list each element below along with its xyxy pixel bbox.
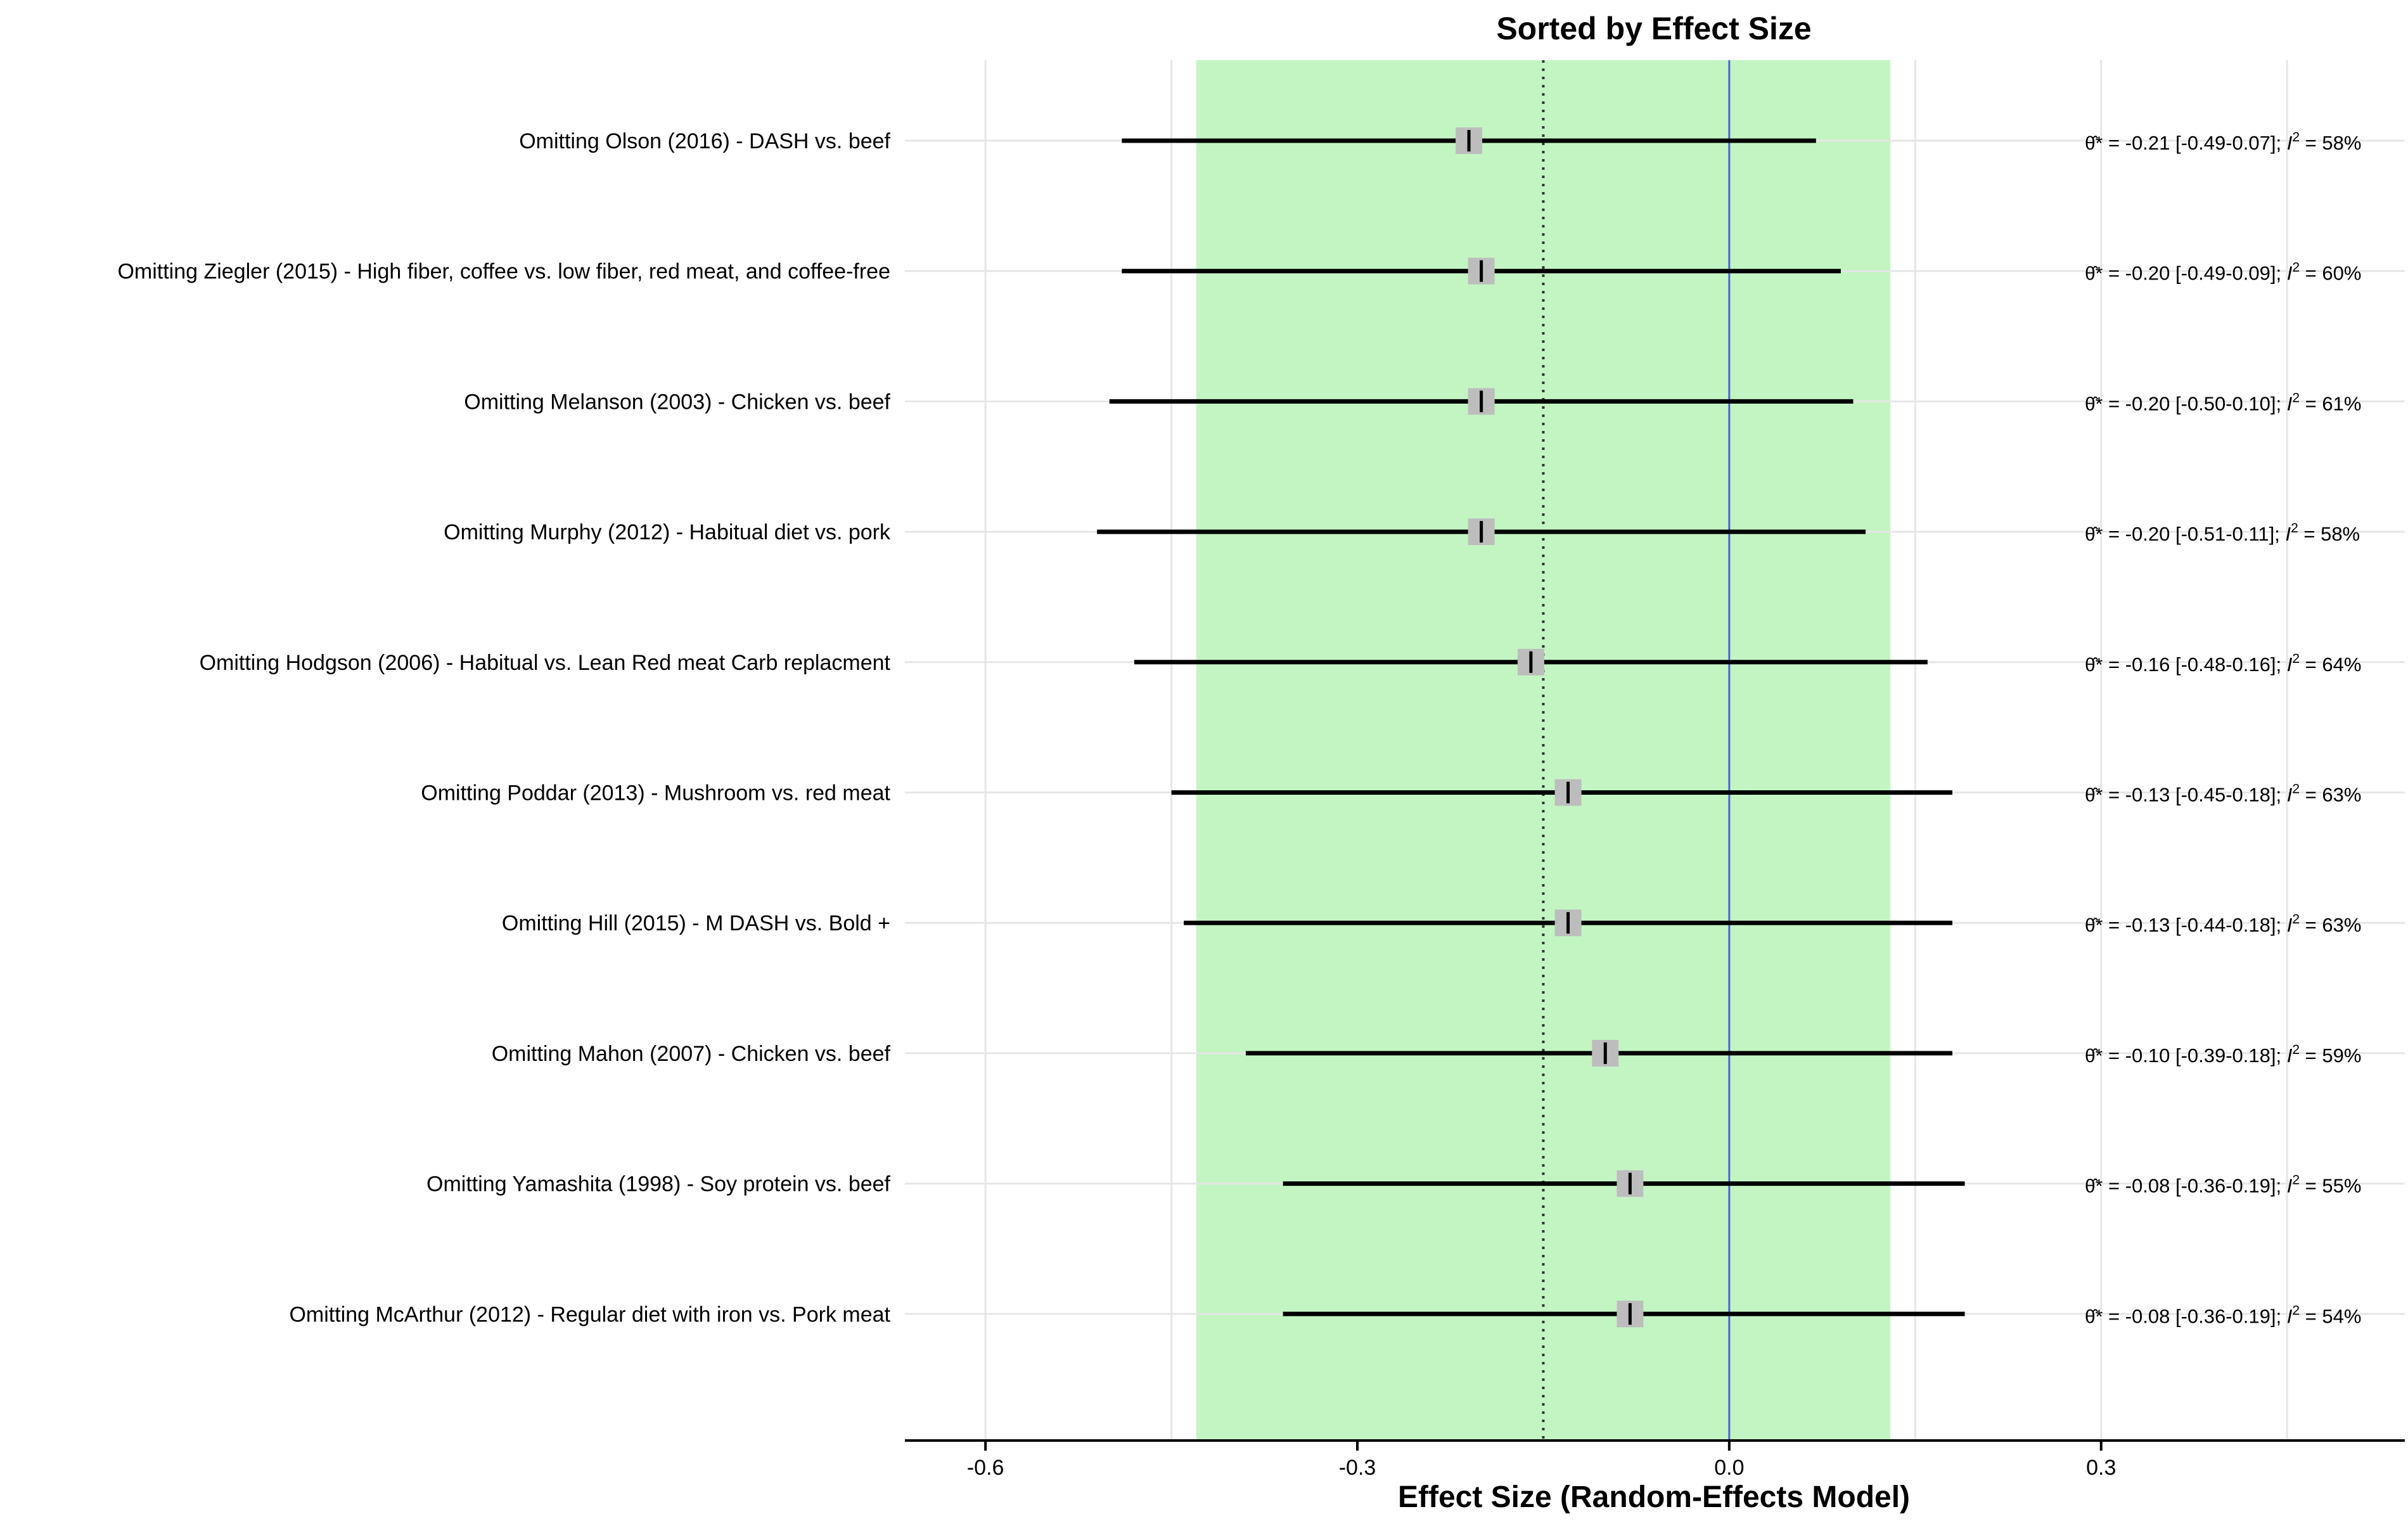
i-squared-value: = 63%: [2300, 784, 2361, 806]
annotation-value: = -0.21 [-0.49-0.07];: [2103, 132, 2286, 154]
i-squared-symbol: I: [2287, 262, 2293, 285]
chart-title: Sorted by Effect Size: [1496, 11, 1811, 46]
prediction-interval-band: [1196, 60, 1891, 1441]
study-row: Omitting Poddar (2013) - Mushroom vs. re…: [421, 779, 2361, 806]
i-squared-symbol: I: [2287, 784, 2293, 806]
theta-hat-symbol: θ̂*: [2085, 1046, 2103, 1067]
i-squared-superscript: 2: [2292, 1173, 2300, 1188]
row-annotation: θ̂* = -0.20 [-0.51-0.11]; I2 = 58%: [2085, 521, 2360, 545]
study-label: Omitting Mahon (2007) - Chicken vs. beef: [492, 1042, 891, 1066]
row-annotation: θ̂* = -0.16 [-0.48-0.16]; I2 = 64%: [2085, 651, 2361, 676]
i-squared-superscript: 2: [2291, 521, 2298, 536]
study-row: Omitting Murphy (2012) - Habitual diet v…: [444, 518, 2360, 546]
i-squared-superscript: 2: [2292, 912, 2300, 927]
study-row: Omitting Mahon (2007) - Chicken vs. beef…: [492, 1039, 2361, 1067]
study-label: Omitting Poddar (2013) - Mushroom vs. re…: [421, 781, 890, 805]
study-label: Omitting Olson (2016) - DASH vs. beef: [519, 129, 890, 153]
i-squared-superscript: 2: [2292, 390, 2300, 405]
i-squared-superscript: 2: [2292, 1043, 2300, 1057]
x-tick-label: -0.6: [967, 1456, 1004, 1480]
theta-hat-symbol: θ̂*: [2085, 524, 2103, 545]
i-squared-symbol: I: [2287, 1175, 2293, 1197]
study-row: Omitting Hill (2015) - M DASH vs. Bold +…: [502, 909, 2361, 937]
i-squared-symbol: I: [2285, 523, 2291, 545]
i-squared-value: = 61%: [2300, 392, 2361, 414]
study-label: Omitting Yamashita (1998) - Soy protein …: [426, 1172, 891, 1197]
i-squared-value: = 54%: [2300, 1305, 2361, 1327]
row-annotation: θ̂* = -0.21 [-0.49-0.07]; I2 = 58%: [2085, 130, 2361, 154]
annotation-value: = -0.20 [-0.51-0.11];: [2103, 523, 2285, 545]
i-squared-symbol: I: [2287, 1305, 2293, 1327]
i-squared-superscript: 2: [2292, 651, 2300, 666]
row-annotation: θ̂* = -0.20 [-0.50-0.10]; I2 = 61%: [2085, 390, 2361, 414]
i-squared-value: = 63%: [2300, 914, 2361, 936]
row-annotation: θ̂* = -0.08 [-0.36-0.19]; I2 = 55%: [2085, 1173, 2361, 1197]
annotation-value: = -0.20 [-0.50-0.10];: [2103, 392, 2286, 414]
annotation-value: = -0.10 [-0.39-0.18];: [2103, 1044, 2286, 1067]
i-squared-value: = 55%: [2300, 1175, 2361, 1197]
i-squared-value: = 58%: [2298, 523, 2360, 545]
theta-hat-symbol: θ̂*: [2085, 915, 2103, 936]
theta-hat-symbol: θ̂*: [2085, 785, 2103, 806]
annotation-value: = -0.16 [-0.48-0.16];: [2103, 653, 2286, 676]
study-label: Omitting Melanson (2003) - Chicken vs. b…: [464, 390, 890, 414]
study-row: Omitting McArthur (2012) - Regular diet …: [289, 1300, 2361, 1328]
theta-hat-symbol: θ̂*: [2085, 133, 2103, 154]
theta-hat-symbol: θ̂*: [2085, 1176, 2103, 1197]
i-squared-superscript: 2: [2292, 782, 2300, 797]
annotation-value: = -0.13 [-0.44-0.18];: [2103, 914, 2286, 936]
x-axis-title: Effect Size (Random-Effects Model): [1398, 1480, 1910, 1514]
study-label: Omitting McArthur (2012) - Regular diet …: [289, 1302, 890, 1326]
i-squared-symbol: I: [2287, 1044, 2293, 1067]
i-squared-superscript: 2: [2292, 260, 2300, 275]
theta-hat-symbol: θ̂*: [2085, 264, 2103, 285]
row-annotation: θ̂* = -0.13 [-0.44-0.18]; I2 = 63%: [2085, 912, 2361, 936]
row-annotation: θ̂* = -0.13 [-0.45-0.18]; I2 = 63%: [2085, 782, 2361, 806]
x-ticks: -0.6 -0.3 0.0 0.3: [967, 1441, 2116, 1480]
theta-hat-symbol: θ̂*: [2085, 394, 2103, 414]
study-row: Omitting Melanson (2003) - Chicken vs. b…: [464, 388, 2361, 415]
row-annotation: θ̂* = -0.20 [-0.49-0.09]; I2 = 60%: [2085, 260, 2361, 285]
i-squared-superscript: 2: [2292, 130, 2300, 144]
i-squared-symbol: I: [2287, 392, 2293, 414]
annotation-value: = -0.20 [-0.49-0.09];: [2103, 262, 2286, 285]
i-squared-value: = 58%: [2300, 132, 2361, 154]
i-squared-superscript: 2: [2292, 1303, 2300, 1318]
x-tick-label: -0.3: [1339, 1456, 1376, 1480]
i-squared-value: = 59%: [2300, 1044, 2361, 1067]
x-tick-label: 0.0: [1714, 1456, 1744, 1480]
annotation-value: = -0.08 [-0.36-0.19];: [2103, 1305, 2286, 1327]
theta-hat-symbol: θ̂*: [2085, 1306, 2103, 1327]
i-squared-symbol: I: [2287, 132, 2293, 154]
theta-hat-symbol: θ̂*: [2085, 655, 2103, 676]
rows-layer: Omitting Olson (2016) - DASH vs. beef θ̂*…: [117, 127, 2361, 1328]
row-annotation: θ̂* = -0.08 [-0.36-0.19]; I2 = 54%: [2085, 1303, 2361, 1327]
study-row: Omitting Ziegler (2015) - High fiber, co…: [117, 257, 2361, 285]
study-label: Omitting Murphy (2012) - Habitual diet v…: [444, 520, 891, 544]
study-row: Omitting Hodgson (2006) - Habitual vs. L…: [200, 648, 2361, 676]
row-annotation: θ̂* = -0.10 [-0.39-0.18]; I2 = 59%: [2085, 1043, 2361, 1067]
annotation-value: = -0.13 [-0.45-0.18];: [2103, 784, 2286, 806]
i-squared-value: = 60%: [2300, 262, 2361, 285]
i-squared-symbol: I: [2287, 653, 2293, 676]
study-label: Omitting Hill (2015) - M DASH vs. Bold +: [502, 911, 890, 935]
x-tick-label: 0.3: [2086, 1456, 2116, 1480]
study-row: Omitting Olson (2016) - DASH vs. beef θ̂*…: [519, 127, 2361, 154]
annotation-value: = -0.08 [-0.36-0.19];: [2103, 1175, 2286, 1197]
study-row: Omitting Yamashita (1998) - Soy protein …: [426, 1170, 2361, 1197]
i-squared-value: = 64%: [2300, 653, 2361, 676]
i-squared-symbol: I: [2287, 914, 2293, 936]
study-label: Omitting Hodgson (2006) - Habitual vs. L…: [200, 651, 891, 675]
study-label: Omitting Ziegler (2015) - High fiber, co…: [117, 260, 890, 284]
